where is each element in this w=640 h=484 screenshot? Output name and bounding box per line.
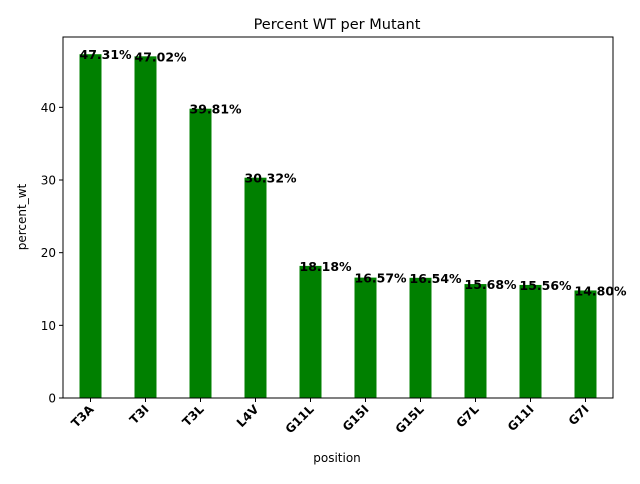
bars-layer xyxy=(79,54,597,399)
x-tick-label: L4V xyxy=(234,402,262,430)
x-tick-label: G11I xyxy=(505,402,537,434)
data-labels-layer: 47.31% 47.02% 39.81% 30.32% 18.18%16.57% 16.5… xyxy=(80,47,628,298)
bar-g7i xyxy=(574,290,597,398)
data-label: 18.18% xyxy=(300,259,353,274)
bar-l4v xyxy=(244,177,267,398)
bar-g11i xyxy=(519,284,542,398)
y-axis-label: percent_wt xyxy=(15,183,29,250)
data-label: 14.80% xyxy=(575,283,628,298)
x-tick-label: G7I xyxy=(566,402,592,428)
bar-t3i xyxy=(134,56,157,398)
y-tick-label: 40 xyxy=(41,101,56,115)
bar-g15l xyxy=(409,277,432,398)
x-tick-label: T3I xyxy=(127,402,152,427)
data-label: 15.68% xyxy=(465,277,518,292)
data-label: 15.56% xyxy=(520,278,573,293)
data-label: 47.02% xyxy=(135,49,188,64)
x-axis-label: position xyxy=(313,451,361,465)
x-tick-label: T3A xyxy=(68,402,97,431)
y-tick-label: 20 xyxy=(41,246,56,260)
y-tick-label: 30 xyxy=(41,174,56,188)
x-tick-label: G15I xyxy=(340,402,372,434)
data-label: 16.57% xyxy=(355,271,408,286)
chart-title: Percent WT per Mutant xyxy=(254,17,421,33)
y-tick-label: 0 xyxy=(48,392,56,406)
data-label: 16.54% xyxy=(410,271,463,286)
bar-g7l xyxy=(464,284,487,398)
x-tick-label: G7L xyxy=(453,402,481,430)
x-tick-label: T3L xyxy=(180,402,207,429)
bar-t3a xyxy=(79,54,102,398)
x-tick-label: G15L xyxy=(393,402,427,436)
data-label: 47.31% xyxy=(80,47,133,62)
bar-t3l xyxy=(189,108,212,399)
bar-g11l xyxy=(299,265,322,398)
plot-frame xyxy=(62,36,614,399)
y-tick-label: 10 xyxy=(41,319,56,333)
data-label: 30.32% xyxy=(245,171,298,186)
data-label: 39.81% xyxy=(190,102,243,117)
bar-g15i xyxy=(354,277,377,398)
x-tick-label: G11L xyxy=(283,402,317,436)
